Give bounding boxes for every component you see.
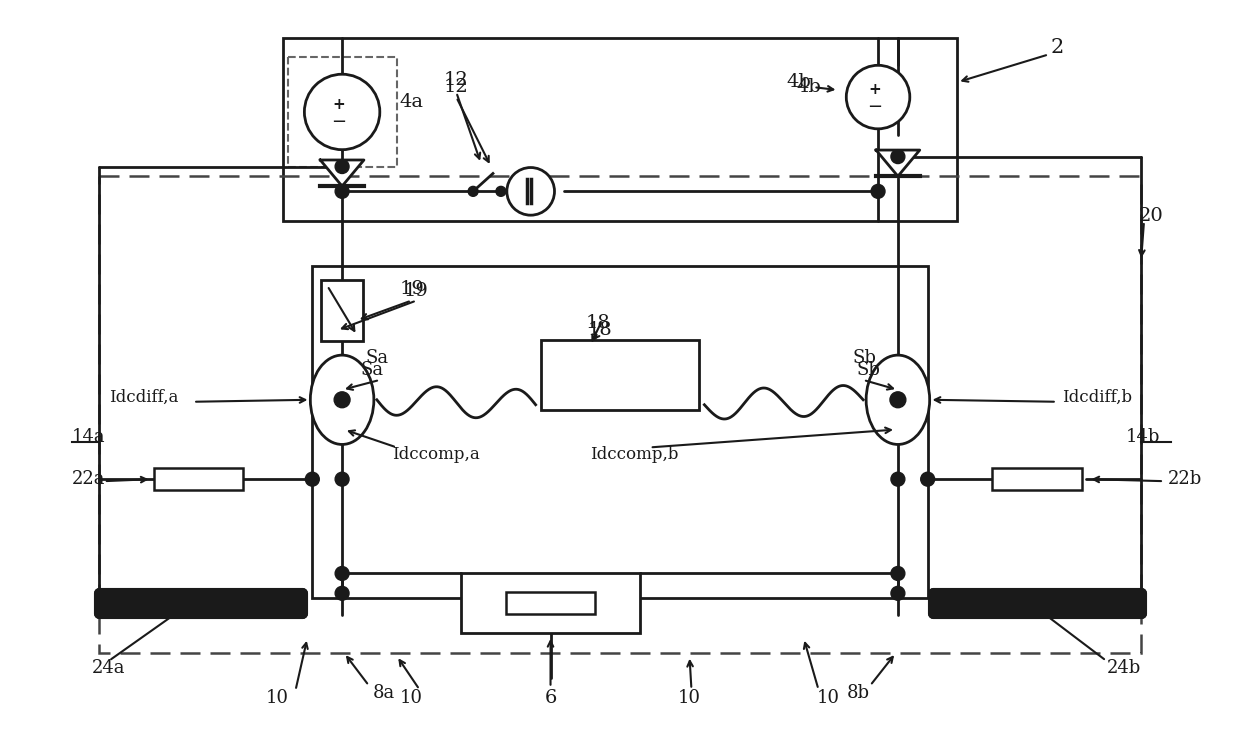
Circle shape	[335, 185, 348, 199]
Circle shape	[892, 150, 905, 164]
Text: Idccomp,a: Idccomp,a	[392, 446, 480, 463]
Polygon shape	[932, 594, 1141, 613]
Text: Sb: Sb	[856, 361, 880, 379]
Circle shape	[335, 567, 348, 580]
Text: 10: 10	[817, 688, 839, 706]
Bar	[506, 592, 595, 614]
Bar	[992, 468, 1081, 490]
Text: 6: 6	[544, 688, 557, 706]
Text: 4b: 4b	[786, 73, 811, 91]
Text: Idcdiff,b: Idcdiff,b	[1061, 389, 1132, 406]
Circle shape	[496, 187, 506, 196]
Ellipse shape	[310, 355, 373, 445]
Circle shape	[892, 586, 905, 600]
Text: 14b: 14b	[1126, 428, 1161, 445]
Circle shape	[892, 472, 905, 486]
Circle shape	[335, 586, 348, 600]
Text: Idcdiff,a: Idcdiff,a	[109, 389, 179, 406]
Circle shape	[892, 567, 905, 580]
Text: 20: 20	[1138, 207, 1163, 225]
Text: −: −	[868, 98, 883, 116]
Text: Idccomp,b: Idccomp,b	[590, 446, 678, 463]
Circle shape	[507, 167, 554, 215]
Text: 14a: 14a	[72, 428, 105, 445]
Text: 8a: 8a	[373, 683, 394, 702]
Text: 22b: 22b	[1168, 471, 1202, 488]
Text: 12: 12	[444, 71, 469, 89]
Text: 8b: 8b	[847, 683, 869, 702]
Text: 18: 18	[585, 314, 610, 333]
Circle shape	[304, 74, 379, 150]
Text: 10: 10	[267, 688, 289, 706]
Text: 18: 18	[588, 322, 613, 339]
Bar	[99, 176, 1141, 653]
Polygon shape	[877, 150, 920, 176]
Text: 2: 2	[1050, 38, 1064, 57]
Bar	[541, 340, 699, 410]
Text: Sb: Sb	[852, 349, 877, 367]
Circle shape	[846, 65, 910, 129]
Circle shape	[890, 392, 906, 408]
Bar	[283, 38, 957, 221]
Circle shape	[335, 472, 348, 486]
Text: +: +	[332, 96, 346, 111]
Text: Sa: Sa	[361, 361, 383, 379]
Ellipse shape	[867, 355, 930, 445]
Text: 19: 19	[404, 282, 429, 299]
Bar	[461, 574, 640, 633]
Text: 24a: 24a	[92, 659, 125, 677]
Polygon shape	[320, 160, 363, 186]
Text: +: +	[869, 82, 882, 96]
Text: 10: 10	[678, 688, 701, 706]
Circle shape	[334, 392, 350, 408]
Circle shape	[469, 187, 479, 196]
Text: 19: 19	[399, 279, 424, 298]
Text: 22a: 22a	[72, 471, 105, 488]
Text: 4b: 4b	[796, 78, 821, 96]
Circle shape	[921, 472, 935, 486]
Text: Sa: Sa	[366, 349, 388, 367]
Bar	[312, 266, 928, 598]
Circle shape	[305, 472, 319, 486]
Bar	[154, 468, 243, 490]
Bar	[321, 279, 363, 341]
Circle shape	[335, 159, 348, 173]
Text: 4a: 4a	[399, 93, 424, 111]
Bar	[288, 57, 397, 167]
Text: −: −	[331, 113, 347, 131]
Text: 24b: 24b	[1106, 659, 1141, 677]
Text: 10: 10	[401, 688, 423, 706]
Circle shape	[872, 185, 885, 199]
Polygon shape	[99, 594, 303, 613]
Text: 12: 12	[444, 78, 469, 96]
